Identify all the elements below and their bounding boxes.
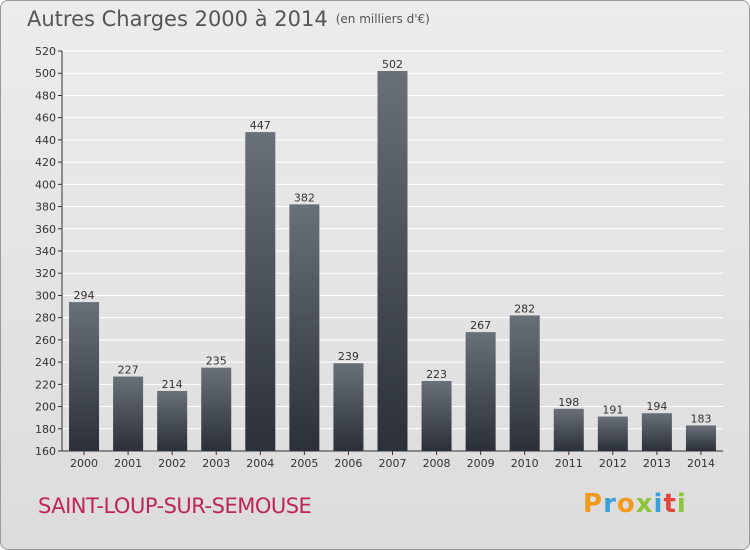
value-label-2006: 239	[338, 350, 359, 363]
bar-2007	[377, 71, 408, 451]
x-tick-label-2000: 2000	[70, 457, 98, 470]
x-tick-label-2006: 2006	[334, 457, 362, 470]
bar-2014	[685, 425, 716, 451]
bar-2004	[245, 132, 276, 451]
logo-letter: i	[676, 489, 687, 519]
value-label-2000: 294	[74, 289, 95, 302]
x-tick-label-2011: 2011	[555, 457, 583, 470]
chart-subtitle: (en milliers d'€)	[335, 12, 430, 26]
value-label-2008: 223	[426, 368, 447, 381]
bar-2011	[553, 408, 584, 451]
value-label-2007: 502	[382, 58, 403, 71]
bar-2010	[509, 315, 540, 451]
value-label-2012: 191	[602, 404, 623, 417]
x-tick-label-2004: 2004	[246, 457, 274, 470]
value-label-2001: 227	[118, 364, 139, 377]
logo-letter: i	[653, 489, 664, 519]
bar-2013	[641, 413, 672, 451]
y-tick-label: 480	[35, 89, 56, 102]
x-tick-label-2001: 2001	[114, 457, 142, 470]
y-tick-label: 160	[35, 445, 56, 458]
y-tick-label: 180	[35, 423, 56, 436]
x-tick-label-2010: 2010	[511, 457, 539, 470]
y-tick-label: 200	[35, 401, 56, 414]
y-tick-label: 400	[35, 178, 56, 191]
commune-name: SAINT-LOUP-SUR-SEMOUSE	[38, 494, 312, 518]
value-label-2013: 194	[646, 400, 667, 413]
x-tick-label-2002: 2002	[158, 457, 186, 470]
y-tick-label: 440	[35, 134, 56, 147]
x-tick-label-2012: 2012	[599, 457, 627, 470]
proxiti-logo: Proxiti	[583, 489, 687, 519]
logo-letter: P	[583, 489, 604, 519]
bar-2002	[157, 391, 188, 451]
y-tick-label: 320	[35, 267, 56, 280]
title-text: Autres Charges 2000 à 2014	[27, 7, 328, 31]
logo-letter: x	[635, 489, 654, 519]
y-tick-label: 220	[35, 378, 56, 391]
bar-2005	[289, 204, 320, 451]
value-label-2005: 382	[294, 191, 315, 204]
value-label-2004: 447	[250, 119, 271, 132]
x-tick-label-2009: 2009	[467, 457, 495, 470]
value-label-2011: 198	[558, 396, 579, 409]
bar-2012	[597, 416, 628, 451]
bar-2008	[421, 381, 452, 451]
bar-2003	[201, 367, 232, 451]
y-tick-label: 300	[35, 289, 56, 302]
bar-2001	[113, 376, 144, 451]
axes: 160 180 200 220 240 260 280 300 320 340 360 380 400 4…	[35, 45, 723, 470]
y-tick-label: 520	[35, 45, 56, 58]
y-tick-label: 260	[35, 334, 56, 347]
value-label-2010: 282	[514, 302, 535, 315]
y-tick-label: 360	[35, 223, 56, 236]
y-tick-label: 500	[35, 67, 56, 80]
x-tick-label-2007: 2007	[379, 457, 407, 470]
x-tick-label-2013: 2013	[643, 457, 671, 470]
chart-title: Autres Charges 2000 à 2014 (en milliers d…	[27, 7, 430, 31]
y-tick-label: 240	[35, 356, 56, 369]
y-tick-label: 280	[35, 312, 56, 325]
y-tick-label: 460	[35, 112, 56, 125]
value-label-2009: 267	[470, 319, 491, 332]
logo-letter: t	[663, 489, 677, 519]
x-tick-label-2003: 2003	[202, 457, 230, 470]
bar-2009	[465, 332, 496, 451]
y-tick-label: 420	[35, 156, 56, 169]
logo-letter: r	[603, 489, 617, 519]
x-tick-label-2008: 2008	[423, 457, 451, 470]
bar-2000	[69, 302, 100, 451]
bars: 294 227 214 235 447 382 239 502 223 267 282 198 191 1…	[69, 58, 716, 451]
value-label-2014: 183	[690, 412, 711, 425]
x-tick-label-2014: 2014	[687, 457, 715, 470]
bar-2006	[333, 363, 364, 451]
logo-letter: o	[616, 489, 636, 519]
x-tick-label-2005: 2005	[290, 457, 318, 470]
y-tick-label: 340	[35, 245, 56, 258]
value-label-2002: 214	[162, 378, 183, 391]
y-tick-label: 380	[35, 201, 56, 214]
value-label-2003: 235	[206, 355, 227, 368]
